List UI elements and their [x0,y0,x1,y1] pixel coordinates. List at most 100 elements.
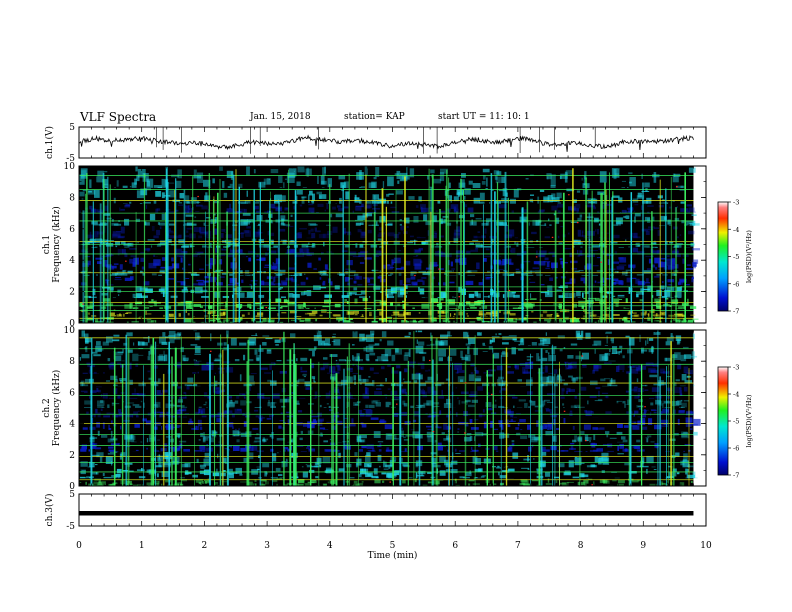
spectrogram-cell [422,391,427,398]
spectrogram-cell [385,378,387,382]
spectrogram-cell [565,282,572,285]
spectrogram-cell [414,239,416,245]
spectrogram-cell [521,480,529,485]
spectrogram-cell [422,280,425,285]
spectrogram-cell [628,172,633,175]
spectrogram-cell [96,388,99,392]
spectrogram-cell [262,281,270,286]
spectrogram-cell [648,348,653,353]
spectrogram-cell [610,378,613,385]
spectrogram-cell [84,400,92,405]
spectrogram-cell [441,432,445,435]
spectrogram-cell [117,362,122,365]
spectrogram-cell [358,252,366,257]
spectrogram-cell [243,354,246,361]
spectrogram-cell [162,332,166,337]
spectrogram-cell [184,318,192,323]
spectrogram-cell [322,483,327,486]
spectrogram-cell [352,210,354,214]
spectrogram-cell [296,483,299,486]
spectrogram-cell [91,484,96,486]
spectrogram-cell [114,351,123,356]
spectrogram-cell [265,306,268,309]
spectrogram-cell [594,280,597,283]
spectrogram-cell [458,257,467,264]
spectrogram-cell [405,295,407,298]
spectrogram-cell [153,480,159,485]
spectrogram-cell [255,333,257,336]
spectrogram-cell [214,200,219,204]
spectrogram-cell [185,309,187,313]
spectrogram-cell [596,448,603,452]
spectrogram-cell [327,178,332,188]
spectrogram-cell [419,374,423,380]
spectrogram-cell [82,303,84,305]
spectrogram-cell [202,436,206,443]
spectrogram-cell [142,272,146,276]
spectrogram-cell [306,254,312,257]
spectrogram-cell [177,169,182,179]
spectrogram-cell [515,318,522,321]
spectrogram-cell [201,415,207,418]
spectrogram-cell [515,363,519,370]
spectrogram-cell [457,397,459,399]
spectrogram-cell [502,294,505,298]
spectrogram-cell [308,242,310,245]
spectrogram-cell [529,281,536,283]
spectrogram-cell [687,474,695,479]
spectrogram-cell [408,361,416,364]
spectrogram-cell [592,369,595,374]
spectrogram-cell [143,402,145,408]
spectrogram-cell [619,443,624,449]
spectrogram-cell [593,449,599,452]
spectrogram-cell [89,477,91,479]
spectrogram-cell [102,298,110,302]
spectrogram-cell [302,187,307,188]
spectrogram-cell [310,363,315,369]
spectrogram-cell [470,249,478,252]
spectrogram-cell [563,248,572,250]
spectrogram-cell [388,274,392,276]
spectrogram-cell [570,278,573,281]
spectrogram-cell [148,377,153,380]
spectrogram-cell [138,476,146,479]
spectrogram-cell [633,414,635,417]
spectrogram-cell [587,400,589,405]
spectrogram-cell [329,438,332,441]
spectrogram-cell [682,459,687,462]
spectrogram-cell [138,341,145,346]
spectrogram-cell [139,287,148,291]
spectrogram-cell [687,210,690,214]
spectrogram-cell [314,227,317,231]
spectrogram-cell [535,256,538,258]
spectrogram-cell [114,187,116,188]
spectrogram-cell [352,331,358,338]
spectrogram-cell [79,210,81,214]
spectrogram-cell [272,263,280,270]
spectrogram-cell [161,192,165,199]
spectrogram-cell [161,389,168,393]
spectrogram-cell [347,311,354,315]
spectrogram-cell [421,206,423,212]
spectrogram-cell [85,341,89,343]
spectrogram-cell [457,368,459,374]
spectrogram-cell [290,333,296,338]
spectrogram-cell [310,415,319,418]
spectrogram-cell [592,344,598,346]
spectrogram-cell [223,342,227,346]
spectrogram-cell [133,411,139,416]
spectrogram-cell [533,261,540,265]
spectrogram-cell [360,186,365,188]
spectrogram-cell [244,274,252,276]
spectrogram-cell [326,224,331,226]
spectrogram-cell [690,306,697,309]
spectrogram-cell [633,232,638,239]
spectrogram-cell [423,402,430,406]
spectrogram-cell [447,357,453,362]
spectrogram-cell [625,298,628,303]
spectrogram-cell [207,208,209,214]
spectrogram-cell [105,272,107,275]
spectrogram-cell [279,287,283,289]
spectrogram-cell [591,484,593,486]
spectrogram-cell [542,338,551,345]
